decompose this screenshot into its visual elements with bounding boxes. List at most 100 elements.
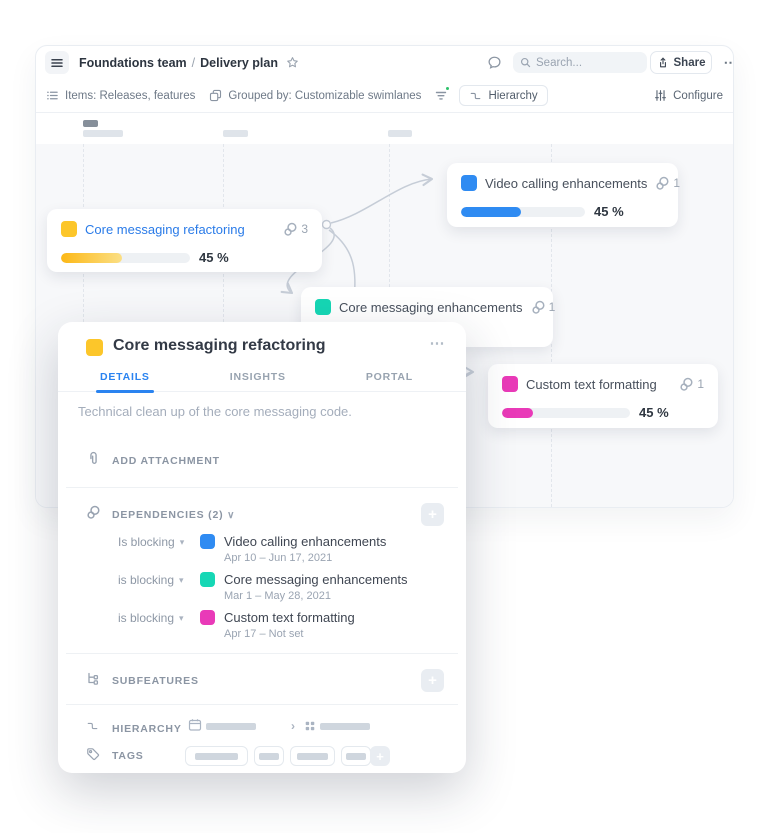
feature-card-custom-text[interactable]: Custom text formatting 1 45 % xyxy=(488,364,718,428)
tag-placeholder[interactable] xyxy=(341,746,371,766)
progress-fill xyxy=(61,252,122,263)
feature-title[interactable]: Core messaging refactoring xyxy=(85,221,245,237)
list-icon xyxy=(46,89,59,102)
subfeatures-tree-icon xyxy=(86,672,100,686)
progress-bar: 45 % xyxy=(502,405,704,420)
share-button[interactable]: Share xyxy=(650,51,712,74)
dependency-dates: Apr 10 – Jun 17, 2021 xyxy=(224,552,333,564)
divider xyxy=(66,487,458,488)
dependency-rings-icon xyxy=(679,377,694,392)
configure-button[interactable]: Configure xyxy=(654,89,723,102)
search-input[interactable] xyxy=(536,56,640,69)
configure-label: Configure xyxy=(673,89,723,102)
dependency-rings-icon xyxy=(531,300,546,315)
feature-color-chip xyxy=(86,339,103,356)
hamburger-icon xyxy=(50,56,64,70)
progress-fill xyxy=(461,206,521,217)
timeline-label-placeholder xyxy=(388,130,412,137)
subfeatures-label: SUBFEATURES xyxy=(112,675,199,687)
dependency-rings-icon xyxy=(86,505,101,520)
progress-label: 45 % xyxy=(594,204,624,219)
hierarchy-release-placeholder[interactable] xyxy=(206,723,256,730)
window-more-button[interactable]: ⋯ xyxy=(718,51,734,74)
dependencies-toggle[interactable]: DEPENDENCIES (2) ∨ xyxy=(112,509,236,521)
relation-dropdown[interactable]: is blocking ▾ xyxy=(118,573,184,587)
grouped-by-label: Grouped by: Customizable swimlanes xyxy=(228,89,422,102)
filter-button[interactable] xyxy=(434,85,451,103)
hierarchy-epic-placeholder[interactable] xyxy=(320,723,370,730)
panel-tabs: DETAILS INSIGHTS PORTAL xyxy=(58,368,466,393)
divider xyxy=(66,653,458,654)
add-subfeature-button[interactable]: + xyxy=(421,669,444,692)
panel-more-button[interactable]: ⋯ xyxy=(429,335,446,352)
search-icon xyxy=(520,57,531,68)
caret-down-icon: ▾ xyxy=(179,612,184,623)
relation-dropdown[interactable]: Is blocking ▾ xyxy=(118,535,185,549)
progress-bar: 45 % xyxy=(61,250,308,265)
chevron-down-icon: ∨ xyxy=(227,510,236,521)
hierarchy-label: HIERARCHY xyxy=(112,723,182,735)
breadcrumb-separator: / xyxy=(191,55,196,70)
feature-card-video-calling[interactable]: Video calling enhancements 1 45 % xyxy=(447,163,681,227)
grid-icon xyxy=(304,720,316,732)
progress-track xyxy=(61,252,190,263)
favorite-star-icon[interactable] xyxy=(286,56,299,69)
dependency-feature-name[interactable]: Core messaging enhancements xyxy=(224,572,408,587)
share-label: Share xyxy=(673,56,706,69)
add-dependency-button[interactable]: + xyxy=(421,503,444,526)
feature-description: Technical clean up of the core messaging… xyxy=(78,404,352,419)
dependency-feature-name[interactable]: Custom text formatting xyxy=(224,610,355,625)
dependency-dates: Mar 1 – May 28, 2021 xyxy=(224,590,332,602)
dependency-count: 3 xyxy=(301,222,308,236)
paperclip-icon xyxy=(86,451,101,466)
feature-card-core-refactoring[interactable]: Core messaging refactoring 3 45 % xyxy=(47,209,322,272)
panel-title: Core messaging refactoring xyxy=(113,337,326,354)
feature-color-chip xyxy=(200,534,215,549)
tag-placeholder[interactable] xyxy=(254,746,284,766)
tags-label: TAGS xyxy=(112,750,144,762)
tag-icon xyxy=(86,747,100,761)
breadcrumb: Foundations team / Delivery plan xyxy=(79,46,299,79)
progress-label: 45 % xyxy=(199,250,229,265)
dependency-count-badge: 3 xyxy=(283,222,308,237)
menu-button[interactable] xyxy=(45,51,69,74)
relation-dropdown[interactable]: is blocking ▾ xyxy=(118,611,184,625)
tab-insights[interactable]: INSIGHTS xyxy=(229,371,286,383)
hierarchy-button-label: Hierarchy xyxy=(488,89,538,102)
caret-down-icon: ▾ xyxy=(179,574,184,585)
dependency-count-badge: 1 xyxy=(679,377,704,392)
hierarchy-icon xyxy=(469,90,482,102)
breadcrumb-page[interactable]: Delivery plan xyxy=(200,55,278,70)
items-selector[interactable]: Items: Releases, features xyxy=(46,89,195,102)
progress-track xyxy=(461,206,585,217)
grouped-by-selector[interactable]: Grouped by: Customizable swimlanes xyxy=(209,89,421,102)
hierarchy-toggle-button[interactable]: Hierarchy xyxy=(459,85,548,106)
dependency-feature-name[interactable]: Video calling enhancements xyxy=(224,534,387,549)
feature-title[interactable]: Custom text formatting xyxy=(526,376,657,392)
view-toolbar: Items: Releases, features Grouped by: Cu… xyxy=(36,79,733,113)
comments-icon[interactable] xyxy=(487,55,502,70)
feature-color-chip xyxy=(315,299,331,315)
progress-bar: 45 % xyxy=(461,204,664,219)
dependency-count: 1 xyxy=(697,377,704,391)
timeline-label-placeholder xyxy=(223,130,248,137)
progress-track xyxy=(502,407,630,418)
search-field[interactable] xyxy=(513,52,647,73)
tab-portal[interactable]: PORTAL xyxy=(365,371,413,383)
tag-placeholder[interactable] xyxy=(185,746,248,766)
filter-active-dot xyxy=(445,85,451,91)
share-icon xyxy=(657,56,669,69)
tab-details[interactable]: DETAILS xyxy=(96,368,154,393)
dependency-count: 1 xyxy=(673,176,681,190)
timeline-label-placeholder xyxy=(83,120,98,127)
timeline-label-placeholder xyxy=(83,130,123,137)
feature-color-chip xyxy=(502,376,518,392)
breadcrumb-team[interactable]: Foundations team xyxy=(79,55,187,70)
add-attachment-button[interactable]: ADD ATTACHMENT xyxy=(112,455,220,467)
feature-title[interactable]: Core messaging enhancements xyxy=(339,299,523,315)
add-tag-button[interactable]: + xyxy=(370,746,390,766)
feature-title[interactable]: Video calling enhancements xyxy=(485,175,648,191)
tag-placeholder[interactable] xyxy=(290,746,335,766)
group-icon xyxy=(209,89,222,102)
hierarchy-icon xyxy=(86,720,99,732)
